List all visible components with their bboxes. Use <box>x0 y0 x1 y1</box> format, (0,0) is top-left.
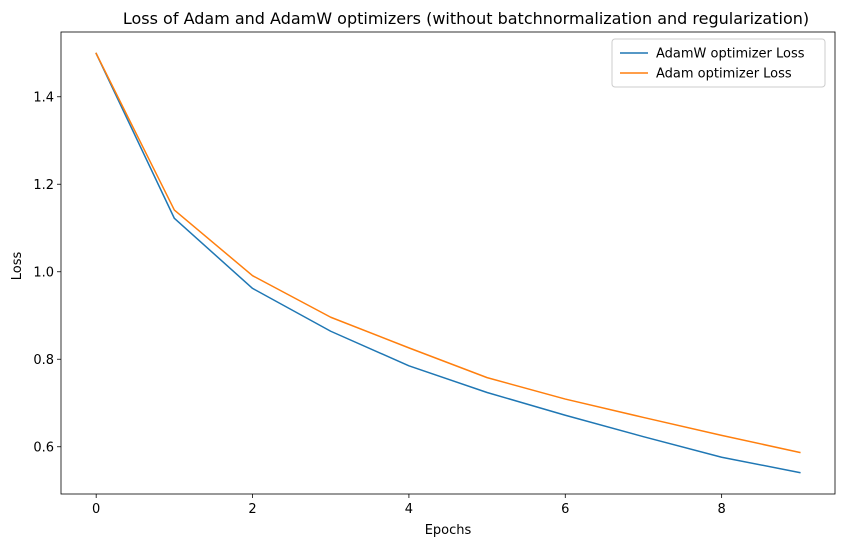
legend-box <box>611 38 826 88</box>
series-line-adam <box>95 52 801 454</box>
y-tick-label: 1.2 <box>33 178 54 193</box>
x-tick-label: 8 <box>717 502 725 517</box>
x-tick-label: 4 <box>405 502 413 517</box>
axes-frame <box>60 31 836 495</box>
series-line-adamw <box>95 52 801 474</box>
y-tick-label: 1.4 <box>33 90 54 105</box>
x-tick-label: 0 <box>92 502 100 517</box>
legend: AdamW optimizer Loss Adam optimizer Loss <box>611 38 826 88</box>
legend-label-adamw: AdamW optimizer Loss <box>656 47 805 62</box>
y-tick-label: 0.8 <box>33 353 54 368</box>
y-tick-label: 1.0 <box>33 265 54 280</box>
x-axis-label: Epochs <box>425 523 472 538</box>
chart-title: Loss of Adam and AdamW optimizers (witho… <box>123 9 809 28</box>
y-axis-label: Loss <box>10 252 25 281</box>
x-tick-label: 2 <box>248 502 256 517</box>
legend-label-adam: Adam optimizer Loss <box>656 67 792 82</box>
axes: 0 2 4 6 8 0.6 0.8 1.0 1.2 1.4 <box>33 31 836 517</box>
plot-area <box>95 52 801 474</box>
y-tick-label: 0.6 <box>33 440 54 455</box>
x-tick-label: 6 <box>561 502 569 517</box>
